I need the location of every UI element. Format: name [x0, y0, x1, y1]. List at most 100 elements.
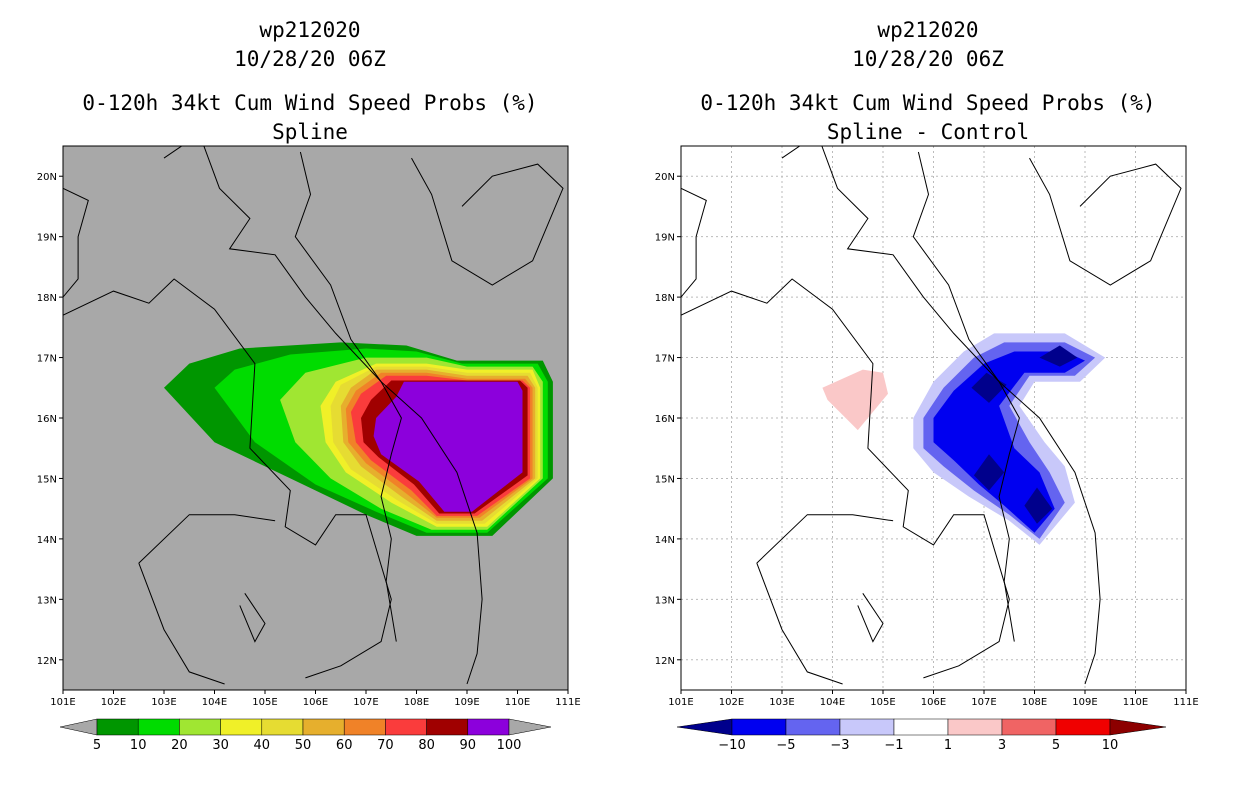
right-plot-area [681, 146, 1186, 690]
right-title-line-4: Spline - Control [826, 120, 1030, 144]
right-y-tick-label: 15N [655, 474, 675, 485]
left-y-tick-label: 13N [37, 595, 57, 606]
colorbar-low-arrow [676, 718, 733, 736]
colorbar-label: 80 [418, 738, 435, 753]
right-title-line-3: 0-120h 34kt Cum Wind Speed Probs (%) [700, 91, 1156, 115]
colorbar-box [220, 718, 263, 736]
right-x-tick-label: 111E [1173, 697, 1198, 708]
right-colorbar: −10 −5 −3 −1 1 3 5 10 [676, 718, 1167, 753]
colorbar-label: 5 [93, 738, 101, 753]
colorbar-low-arrow [59, 718, 98, 736]
left-y-tick-label: 14N [37, 535, 57, 546]
left-border-line [163, 146, 402, 642]
colorbar-label: −10 [718, 738, 745, 753]
right-y-tick-label: 12N [655, 656, 675, 667]
colorbar-label: 10 [130, 738, 147, 753]
right-x-tick-label: 107E [971, 697, 996, 708]
colorbar-label: 20 [171, 738, 188, 753]
colorbar-box [261, 718, 304, 736]
colorbar-label: −5 [776, 738, 795, 753]
right-chart-title: wp212020 10/28/20 06Z 0-120h 34kt Cum Wi… [668, 16, 1188, 147]
right-border-line [857, 593, 884, 643]
left-y-tick-label: 15N [37, 474, 57, 485]
left-x-tick-label: 110E [505, 697, 530, 708]
left-x-tick-label: 107E [353, 697, 378, 708]
left-border-line [411, 157, 564, 286]
left-border-line [138, 514, 276, 564]
right-border-line [781, 146, 1020, 642]
colorbar-label: 3 [998, 738, 1006, 753]
colorbar-box [893, 718, 949, 736]
left-x-tick-label: 102E [101, 697, 126, 708]
right-x-tick-label: 109E [1072, 697, 1097, 708]
left-y-tick-label: 20N [37, 172, 57, 183]
colorbar-label: 70 [377, 738, 394, 753]
colorbar-label: −1 [884, 738, 903, 753]
left-y-tick-label: 16N [37, 414, 57, 425]
right-title-line-1: wp212020 [877, 18, 979, 42]
colorbar-box [343, 718, 386, 736]
right-contour--5 [933, 351, 1085, 533]
left-y-tick-label: 18N [37, 293, 57, 304]
colorbar-box [426, 718, 469, 736]
right-y-tick-label: 20N [655, 172, 675, 183]
left-x-tick-label: 103E [151, 697, 176, 708]
colorbar-label: 1 [944, 738, 952, 753]
left-border-line [63, 187, 89, 298]
left-x-tick-label: 101E [50, 697, 75, 708]
right-y-tick-label: 17N [655, 354, 675, 365]
colorbar-box [839, 718, 895, 736]
right-y-tick-label: 19N [655, 233, 675, 244]
colorbar-box [179, 718, 221, 736]
colorbar-high-arrow [1109, 718, 1167, 736]
left-x-tick-label: 106E [303, 697, 328, 708]
left-y-tick-label: 17N [37, 354, 57, 365]
left-title-line-1: wp212020 [259, 18, 361, 42]
right-x-tick-label: 102E [719, 697, 744, 708]
left-map-panel: 101E 102E 103E 104E 105E 106E 107E 108E 109E 110E… [37, 145, 581, 753]
right-y-tick-label: 13N [655, 595, 675, 606]
left-x-tick-label: 104E [202, 697, 227, 708]
left-border-line [63, 278, 392, 679]
right-border-line [1029, 157, 1182, 286]
colorbar-box [1055, 718, 1111, 736]
right-x-tick-label: 103E [769, 697, 794, 708]
left-border-line [138, 562, 225, 685]
right-border-line [756, 562, 843, 685]
right-x-tick-label: 101E [668, 697, 693, 708]
left-contour-90 [373, 381, 523, 512]
left-x-tick-label: 109E [454, 697, 479, 708]
right-border-line [912, 151, 1101, 685]
left-y-tick-label: 12N [37, 656, 57, 667]
colorbar-box [731, 718, 787, 736]
left-x-tick-label: 111E [555, 697, 580, 708]
colorbar-high-arrow [508, 718, 552, 736]
left-border-line [294, 151, 483, 685]
left-title-line-3: 0-120h 34kt Cum Wind Speed Probs (%) [82, 91, 538, 115]
colorbar-label: 40 [254, 738, 271, 753]
right-x-tick-label: 105E [870, 697, 895, 708]
colorbar-label: 90 [460, 738, 477, 753]
right-contour--10 [1039, 345, 1078, 367]
right-contour--10 [973, 454, 1005, 491]
right-x-tick-label: 104E [820, 697, 845, 708]
left-plot-area [63, 146, 564, 685]
colorbar-box [785, 718, 841, 736]
left-x-tick-label: 105E [252, 697, 277, 708]
colorbar-box [467, 718, 510, 736]
left-title-line-4: Spline [272, 120, 348, 144]
colorbar-label: 50 [295, 738, 312, 753]
right-x-tick-label: 106E [921, 697, 946, 708]
right-border-line [681, 278, 1010, 679]
colorbar-label: 60 [336, 738, 353, 753]
right-x-tick-label: 110E [1123, 697, 1148, 708]
right-y-tick-label: 14N [655, 535, 675, 546]
colorbar-box [1001, 718, 1057, 736]
right-contour--10 [1024, 487, 1053, 524]
right-y-tick-label: 16N [655, 414, 675, 425]
left-title-line-2: 10/28/20 06Z [234, 47, 386, 71]
colorbar-label: 30 [212, 738, 229, 753]
colorbar-label: −3 [830, 738, 849, 753]
right-border-line [681, 187, 707, 298]
